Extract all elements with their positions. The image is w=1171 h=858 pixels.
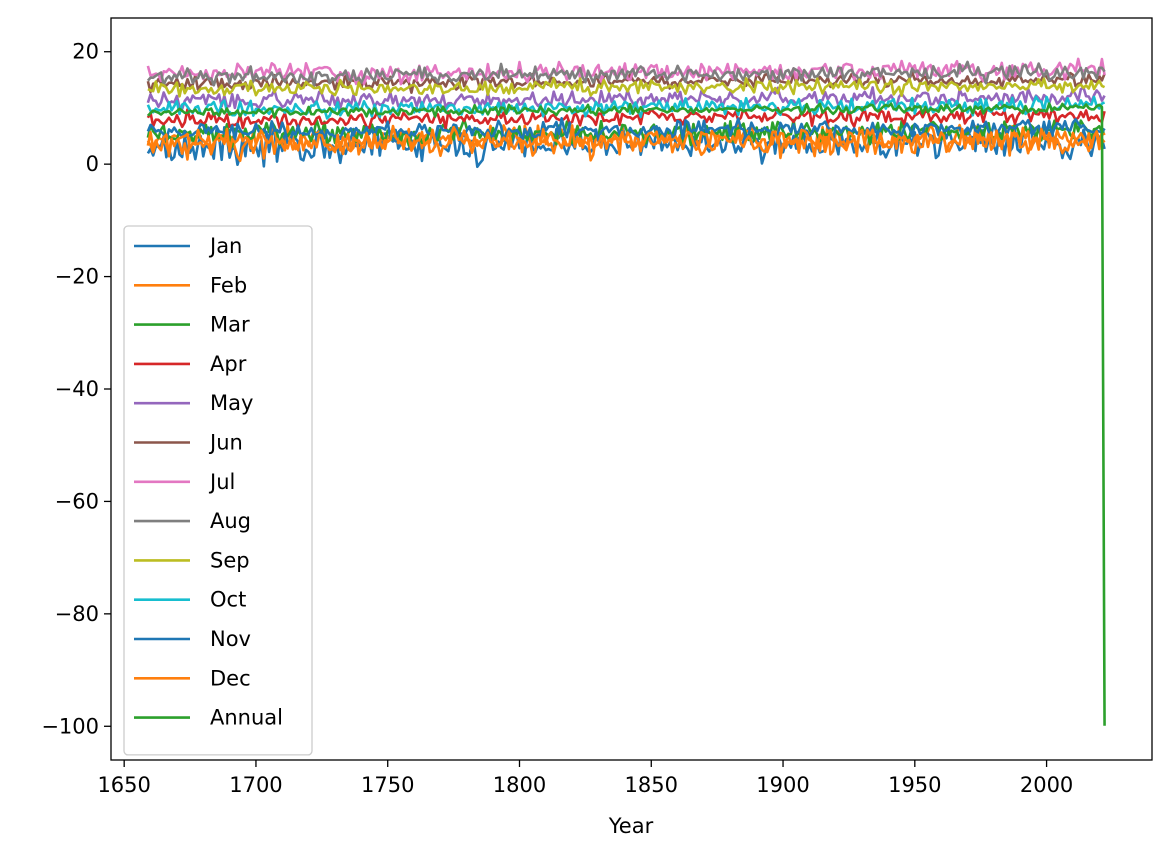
y-tick-label: −80 — [55, 602, 99, 626]
series-line-dec — [146, 124, 1106, 158]
y-tick-label: −60 — [55, 489, 99, 513]
y-tick-label: 20 — [72, 40, 99, 64]
legend-label-dec: Dec — [210, 666, 251, 690]
legend-label-feb: Feb — [210, 273, 247, 297]
x-axis-label: Year — [608, 814, 654, 838]
x-tick-label: 1950 — [888, 773, 941, 797]
series-line-sep — [147, 77, 1106, 98]
legend-box — [123, 225, 313, 756]
series-line-aug — [146, 60, 1106, 88]
x-axis: 1650 1700 1750 1800 1850 1900 1950 2000 — [97, 760, 1073, 797]
legend: Jan Feb Mar Apr May Jun Jul Aug Sep Oct Nov Dec Annu… — [123, 225, 313, 756]
x-tick-label: 1700 — [229, 773, 282, 797]
series-layer — [146, 57, 1106, 726]
series-line-apr — [146, 106, 1106, 130]
y-tick-label: −100 — [41, 714, 99, 738]
legend-label-mar: Mar — [210, 313, 250, 337]
series-line-jul — [146, 57, 1106, 86]
legend-label-oct: Oct — [210, 588, 246, 612]
y-tick-label: 0 — [86, 152, 99, 176]
x-tick-label: 1800 — [493, 773, 546, 797]
legend-label-may: May — [210, 391, 253, 415]
legend-label-apr: Apr — [210, 352, 247, 376]
y-axis: 20 0 −20 −40 −60 −80 −100 — [41, 40, 111, 738]
legend-label-aug: Aug — [210, 509, 251, 533]
x-tick-label: 2000 — [1020, 773, 1073, 797]
series-line-may — [146, 86, 1106, 111]
legend-label-jul: Jul — [208, 470, 235, 494]
legend-label-annual: Annual — [210, 706, 283, 730]
legend-label-sep: Sep — [210, 548, 250, 572]
series-line-annual — [146, 102, 1106, 726]
x-tick-label: 1750 — [361, 773, 414, 797]
x-tick-label: 1650 — [97, 773, 150, 797]
x-tick-label: 1900 — [756, 773, 809, 797]
y-tick-label: −20 — [55, 265, 99, 289]
y-tick-label: −40 — [55, 377, 99, 401]
legend-label-jun: Jun — [208, 431, 243, 455]
legend-label-jan: Jan — [208, 234, 242, 258]
legend-label-nov: Nov — [210, 627, 251, 651]
x-tick-label: 1850 — [625, 773, 678, 797]
